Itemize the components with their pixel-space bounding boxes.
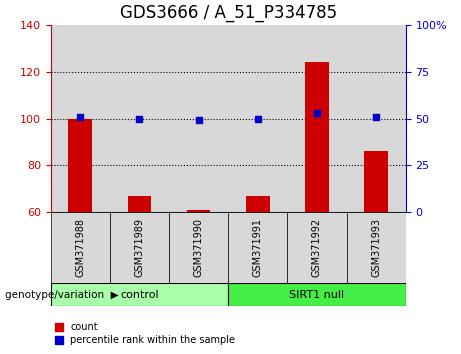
FancyBboxPatch shape [228,283,406,306]
FancyBboxPatch shape [51,283,228,306]
Bar [110,25,169,212]
Text: control: control [120,290,159,300]
Bar [364,152,388,212]
Text: GSM371990: GSM371990 [194,218,204,277]
Bar [68,119,92,212]
Point [372,114,380,120]
Point [77,114,84,120]
Text: GSM371993: GSM371993 [371,218,381,277]
FancyBboxPatch shape [287,212,347,283]
Bar [228,25,287,212]
FancyBboxPatch shape [51,212,110,283]
FancyBboxPatch shape [169,212,228,283]
Bar [287,25,347,212]
Bar [246,196,270,212]
Point [136,116,143,121]
Legend: count, percentile rank within the sample: count, percentile rank within the sample [51,319,239,349]
Text: genotype/variation  ▶: genotype/variation ▶ [5,290,118,300]
Point [254,116,261,121]
Point [195,118,202,123]
Bar [187,210,210,212]
Bar [51,25,110,212]
Bar [128,196,151,212]
Text: GSM371992: GSM371992 [312,218,322,277]
Text: SIRT1 null: SIRT1 null [290,290,344,300]
Text: GSM371988: GSM371988 [75,218,85,277]
Bar [305,62,329,212]
Text: GSM371991: GSM371991 [253,218,263,277]
Bar [347,25,406,212]
FancyBboxPatch shape [347,212,406,283]
Title: GDS3666 / A_51_P334785: GDS3666 / A_51_P334785 [120,4,337,22]
FancyBboxPatch shape [228,212,287,283]
Bar [169,25,228,212]
Text: GSM371989: GSM371989 [135,218,144,277]
Point [313,110,320,116]
FancyBboxPatch shape [110,212,169,283]
